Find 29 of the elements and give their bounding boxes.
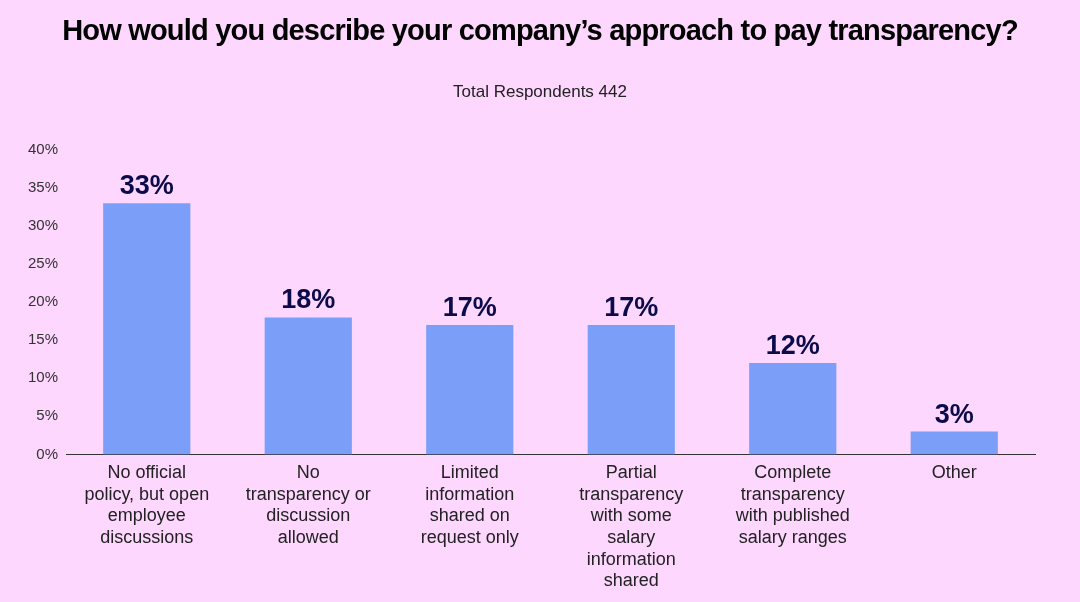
chart-title: How would you describe your company’s approach to pay transparency? [61, 14, 1019, 47]
bar [587, 325, 675, 455]
y-tick-label: 0% [36, 444, 59, 462]
data-label: 18% [281, 284, 336, 315]
data-label: 17% [442, 291, 497, 322]
data-label: 33% [119, 170, 174, 201]
y-tick-label: 10% [27, 368, 59, 386]
y-tick-label: 15% [27, 330, 59, 348]
bar [910, 431, 998, 455]
x-tick-label: Complete transparency with published salary ranges [734, 462, 850, 547]
y-tick-label: 5% [36, 406, 59, 424]
x-tick-label: Other [931, 462, 977, 483]
x-tick-label: Limited information shared on request only [420, 462, 519, 547]
data-label: 3% [934, 398, 974, 429]
y-tick-label: 40% [27, 140, 59, 158]
y-tick-label: 25% [27, 254, 59, 272]
bar [103, 203, 191, 455]
x-tick-label: No transparency or discussion allowed [245, 462, 371, 547]
bar [264, 317, 352, 455]
data-label: 12% [765, 330, 820, 361]
x-tick-label: Partial transparency with some salary information shared [579, 462, 684, 591]
chart-subtitle: Total Respondents 442 [452, 82, 628, 102]
x-tick-label: No official policy, but open employee discussions [84, 462, 210, 547]
y-tick-label: 35% [27, 178, 59, 196]
bar [749, 363, 837, 455]
bar [426, 325, 514, 455]
y-tick-label: 30% [27, 216, 59, 234]
data-label: 17% [604, 291, 659, 322]
y-tick-label: 20% [27, 292, 59, 310]
